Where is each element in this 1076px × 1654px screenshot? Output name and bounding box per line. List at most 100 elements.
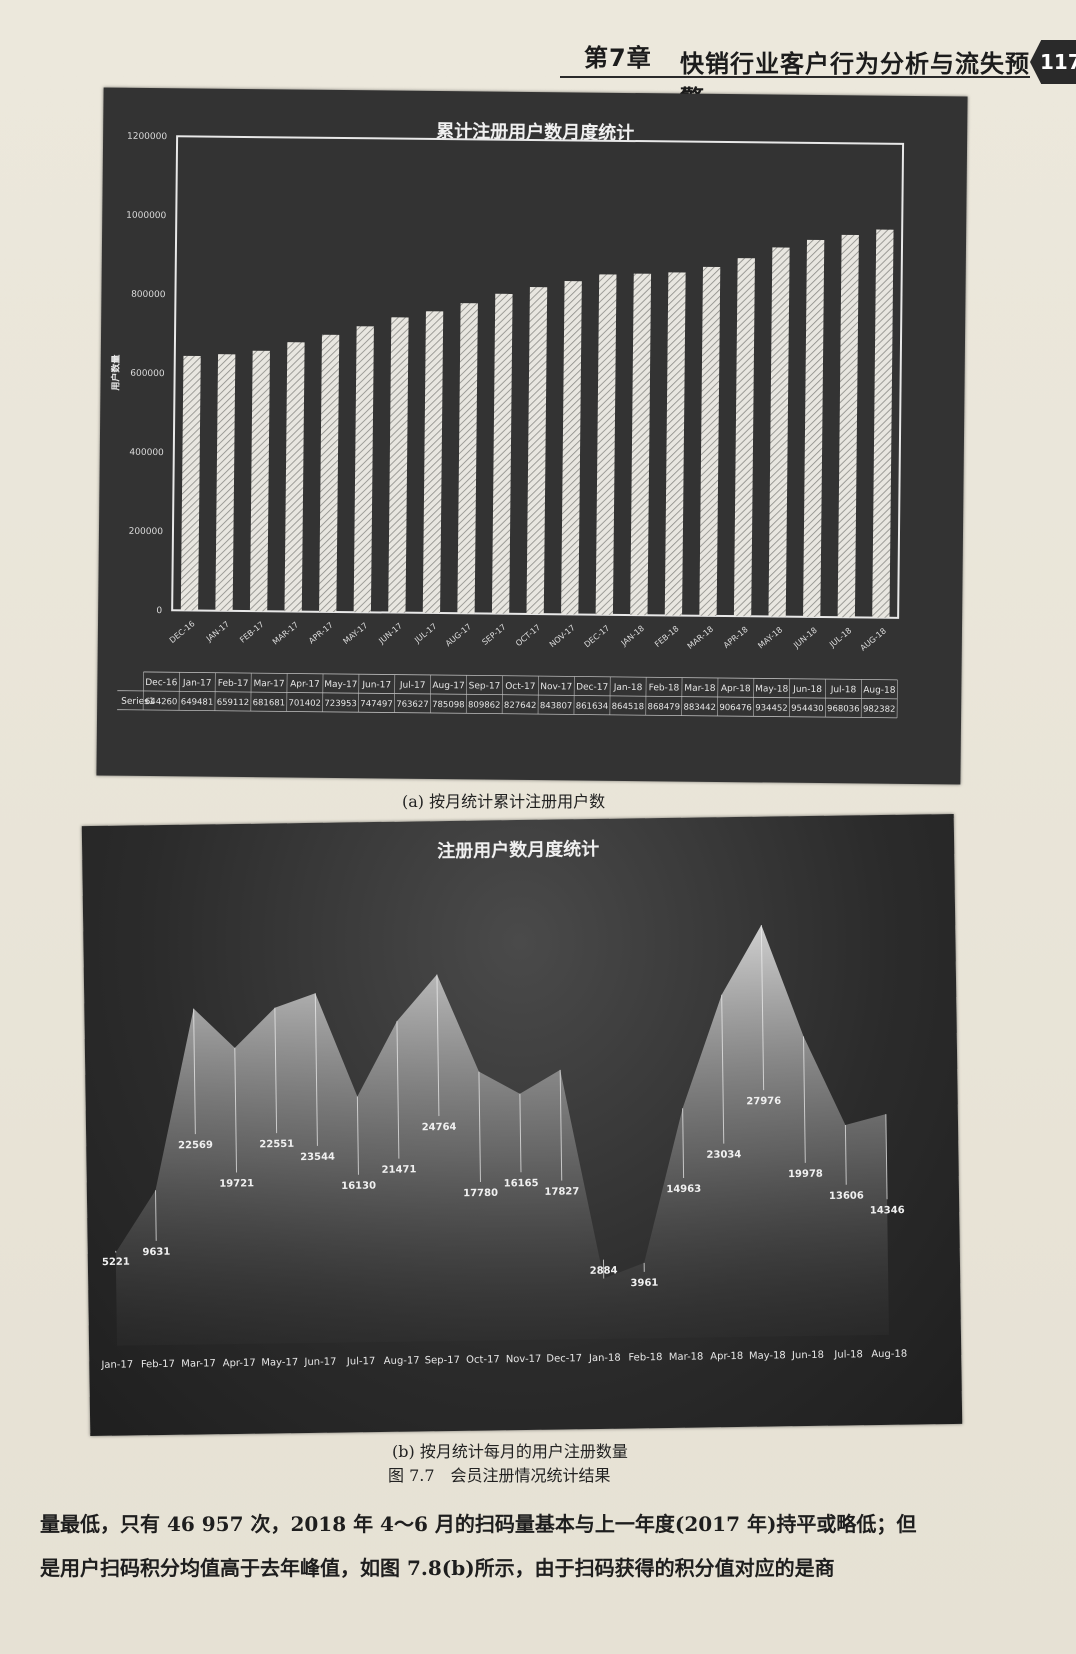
table-header-cell: Feb-18 (649, 683, 680, 693)
table-header-cell: Feb-17 (218, 679, 249, 689)
bar (491, 293, 513, 614)
table-value-cell: 681681 (253, 698, 286, 708)
x-tick-label: MAR-17 (271, 620, 300, 646)
data-label: 5221 (102, 1257, 130, 1268)
data-label: 22569 (178, 1140, 213, 1151)
body-text-line-1: 量最低，只有 46 957 次，2018 年 4～6 月的扫码量基本与上一年度(… (40, 1512, 917, 1536)
data-label: 14346 (870, 1205, 905, 1216)
x-tick-label: Jul-17 (346, 1356, 376, 1367)
drop-line (314, 993, 318, 1146)
x-tick-label: Feb-17 (141, 1359, 175, 1370)
x-tick-label: Nov-17 (506, 1354, 542, 1365)
monthly-area-chart-panel: 注册用户数月度统计 5221 Jan-17 9631 Feb-17 22569 Mar-1… (81, 813, 963, 1437)
table-value-cell: 968036 (827, 704, 860, 714)
table-header-cell: Mar-18 (684, 684, 715, 694)
drop-line (478, 1071, 481, 1183)
table-header-cell: Jun-17 (361, 680, 391, 690)
x-tick-label: MAY-17 (341, 621, 369, 646)
table-value-cell: 906476 (719, 703, 752, 713)
chapter-label: 第7章 (584, 44, 652, 72)
bar (630, 273, 652, 616)
x-tick-label: MAY-18 (756, 625, 784, 650)
bar (595, 274, 617, 615)
x-tick-label: OCT-17 (514, 623, 542, 648)
table-value-cell: 864518 (612, 702, 645, 712)
drop-line (721, 994, 725, 1144)
bar (699, 266, 721, 616)
bar (249, 350, 270, 612)
drop-line (519, 1093, 522, 1173)
x-tick-label: FEB-17 (238, 620, 266, 645)
x-tick-label: MAR-18 (686, 625, 715, 651)
y-tick-label: 0 (156, 606, 162, 616)
table-header-cell: Dec-16 (145, 678, 177, 688)
table-header-cell: May-18 (755, 684, 789, 694)
table-header-cell: Jan-18 (613, 683, 643, 693)
drop-line (155, 1190, 157, 1241)
table-value-cell: 843807 (540, 701, 573, 711)
table-header-cell: Oct-17 (505, 682, 535, 692)
x-tick-label: May-18 (749, 1350, 786, 1362)
table-value-cell: 644260 (145, 697, 178, 707)
table-value-cell: 868479 (648, 702, 681, 712)
data-label: 17780 (463, 1188, 498, 1199)
bar (388, 317, 409, 613)
drop-line (844, 1124, 847, 1185)
monthly-area-chart: 5221 Jan-17 9631 Feb-17 22569 Mar-17 19721 Apr-… (100, 924, 907, 1371)
drop-line (436, 974, 440, 1117)
x-tick-label: Sep-17 (425, 1355, 460, 1366)
caption-b: (b) 按月统计每月的用户注册数量 (392, 1442, 628, 1461)
caption-a: (a) 按月统计累计注册用户数 (402, 792, 606, 811)
x-tick-label: Apr-18 (710, 1351, 743, 1362)
bar (457, 303, 478, 614)
page-number: 117 (1030, 40, 1076, 84)
bar (803, 239, 825, 618)
data-label: 23034 (706, 1149, 741, 1160)
x-tick-label: JUL-17 (412, 622, 438, 646)
table-value-cell: 982382 (863, 704, 896, 714)
table-value-cell: 701402 (288, 698, 321, 708)
table-header-cell: Dec-17 (576, 682, 608, 692)
table-value-cell: 747497 (360, 699, 393, 709)
bar (180, 355, 201, 611)
x-tick-label: JAN-18 (619, 624, 646, 649)
bar (768, 247, 790, 617)
table-value-cell: 934452 (755, 703, 788, 713)
table-series-label: Series1 (121, 697, 155, 707)
bar (284, 342, 305, 612)
x-tick-label: Jan-18 (588, 1353, 621, 1364)
bar (319, 334, 340, 612)
y-tick-label: 800000 (131, 290, 166, 300)
x-tick-label: JUN-18 (791, 626, 819, 651)
body-text-line-2: 是用户扫码积分均值高于去年峰值，如图 7.8(b)所示，由于扫码获得的积分值对应… (40, 1556, 835, 1580)
drop-line (885, 1114, 888, 1200)
table-value-cell: 763627 (396, 700, 429, 710)
x-tick-label: Mar-17 (181, 1358, 216, 1369)
data-label: 14963 (666, 1184, 701, 1195)
bar (353, 326, 374, 613)
data-label: 21471 (382, 1164, 417, 1175)
x-tick-label: Mar-18 (669, 1351, 704, 1362)
table-value-cell: 659112 (217, 698, 250, 708)
x-tick-label: NOV-17 (548, 623, 577, 649)
table-header-cell: Jul-18 (830, 685, 857, 695)
bar (215, 354, 236, 611)
table-header-cell: Sep-17 (469, 681, 501, 691)
table-value-cell: 723953 (324, 699, 357, 709)
drop-line (559, 1069, 563, 1181)
data-label: 23544 (300, 1152, 335, 1163)
page-header: 第7章 快销行业客户行为分析与流失预警 (560, 34, 1030, 113)
cumulative-bar-chart-panel: 累计注册用户数月度统计 用户数量 0 200000 400000 600000 80000… (96, 87, 968, 785)
table-header-cell: Jun-18 (792, 685, 822, 695)
x-tick-label: APR-17 (307, 621, 335, 646)
x-tick-label: Apr-17 (223, 1358, 256, 1369)
x-tick-label: DEC-16 (168, 619, 197, 645)
table-header-cell: Apr-18 (721, 684, 751, 694)
data-label: 19721 (219, 1178, 254, 1189)
y-tick-label: 1000000 (126, 211, 166, 221)
table-header-cell: Apr-17 (290, 679, 320, 689)
bar (872, 229, 894, 618)
drop-line (193, 1008, 196, 1135)
x-tick-label: AUG-17 (444, 622, 473, 648)
table-value-cell: 883442 (683, 703, 716, 713)
